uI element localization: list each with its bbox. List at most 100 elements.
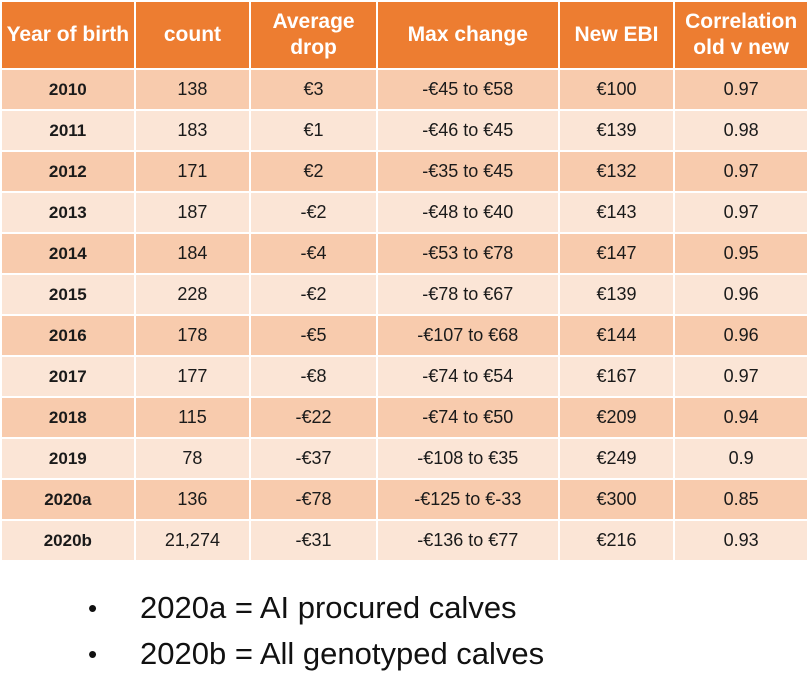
table-row: 2012 171 €2 -€35 to €45 €132 0.97 — [2, 152, 807, 191]
cell-count: 187 — [135, 193, 250, 232]
table-row: 2020a 136 -€78 -€125 to €-33 €300 0.85 — [2, 480, 807, 519]
cell-year: 2011 — [2, 111, 134, 150]
table-header-row: Year of birth count Average drop Max cha… — [2, 2, 807, 68]
cell-new-ebi: €144 — [559, 316, 674, 355]
cell-average-drop: €3 — [251, 70, 376, 109]
cell-correlation: 0.96 — [675, 316, 807, 355]
header-year-of-birth: Year of birth — [2, 2, 134, 68]
ebi-comparison-table: Year of birth count Average drop Max cha… — [2, 2, 807, 560]
header-max-change: Max change — [377, 2, 558, 68]
cell-max-change: -€74 to €50 — [377, 398, 558, 437]
cell-year: 2016 — [2, 316, 134, 355]
table-row: 2017 177 -€8 -€74 to €54 €167 0.97 — [2, 357, 807, 396]
cell-max-change: -€136 to €77 — [377, 521, 558, 560]
cell-count: 138 — [135, 70, 250, 109]
cell-correlation: 0.9 — [675, 439, 807, 478]
cell-max-change: -€74 to €54 — [377, 357, 558, 396]
cell-correlation: 0.93 — [675, 521, 807, 560]
cell-count: 178 — [135, 316, 250, 355]
cell-new-ebi: €209 — [559, 398, 674, 437]
header-new-ebi: New EBI — [559, 2, 674, 68]
cell-count: 21,274 — [135, 521, 250, 560]
table-row: 2016 178 -€5 -€107 to €68 €144 0.96 — [2, 316, 807, 355]
cell-count: 177 — [135, 357, 250, 396]
bullet-icon: • — [88, 593, 98, 623]
cell-correlation: 0.98 — [675, 111, 807, 150]
cell-year: 2014 — [2, 234, 134, 273]
cell-new-ebi: €167 — [559, 357, 674, 396]
cell-average-drop: -€37 — [251, 439, 376, 478]
note-item: • 2020a = AI procured calves — [88, 585, 544, 631]
cell-max-change: -€35 to €45 — [377, 152, 558, 191]
cell-max-change: -€78 to €67 — [377, 275, 558, 314]
cell-average-drop: -€8 — [251, 357, 376, 396]
cell-average-drop: -€22 — [251, 398, 376, 437]
cell-year: 2015 — [2, 275, 134, 314]
cell-average-drop: €1 — [251, 111, 376, 150]
cell-average-drop: -€5 — [251, 316, 376, 355]
cell-average-drop: -€31 — [251, 521, 376, 560]
cell-new-ebi: €300 — [559, 480, 674, 519]
cell-year: 2018 — [2, 398, 134, 437]
table-row: 2019 78 -€37 -€108 to €35 €249 0.9 — [2, 439, 807, 478]
cell-max-change: -€107 to €68 — [377, 316, 558, 355]
cell-new-ebi: €143 — [559, 193, 674, 232]
notes-list: • 2020a = AI procured calves • 2020b = A… — [88, 585, 544, 677]
table-row: 2011 183 €1 -€46 to €45 €139 0.98 — [2, 111, 807, 150]
cell-correlation: 0.96 — [675, 275, 807, 314]
table-row: 2020b 21,274 -€31 -€136 to €77 €216 0.93 — [2, 521, 807, 560]
table-row: 2014 184 -€4 -€53 to €78 €147 0.95 — [2, 234, 807, 273]
cell-new-ebi: €139 — [559, 275, 674, 314]
cell-max-change: -€108 to €35 — [377, 439, 558, 478]
cell-correlation: 0.97 — [675, 357, 807, 396]
cell-year: 2012 — [2, 152, 134, 191]
header-correlation: Correlation old v new — [675, 2, 807, 68]
cell-max-change: -€125 to €-33 — [377, 480, 558, 519]
cell-max-change: -€53 to €78 — [377, 234, 558, 273]
cell-correlation: 0.97 — [675, 193, 807, 232]
note-text: 2020b = All genotyped calves — [140, 636, 545, 671]
header-average-drop: Average drop — [251, 2, 376, 68]
cell-correlation: 0.94 — [675, 398, 807, 437]
cell-year: 2019 — [2, 439, 134, 478]
note-item: • 2020b = All genotyped calves — [88, 631, 544, 677]
table-body: 2010 138 €3 -€45 to €58 €100 0.97 2011 183 €1 -€4… — [2, 70, 807, 560]
table-row: 2015 228 -€2 -€78 to €67 €139 0.96 — [2, 275, 807, 314]
cell-count: 184 — [135, 234, 250, 273]
cell-correlation: 0.97 — [675, 70, 807, 109]
cell-correlation: 0.97 — [675, 152, 807, 191]
cell-average-drop: -€78 — [251, 480, 376, 519]
bullet-icon: • — [88, 639, 98, 669]
cell-new-ebi: €216 — [559, 521, 674, 560]
cell-new-ebi: €100 — [559, 70, 674, 109]
cell-year: 2020a — [2, 480, 134, 519]
cell-count: 171 — [135, 152, 250, 191]
cell-count: 228 — [135, 275, 250, 314]
note-text: 2020a = AI procured calves — [140, 590, 517, 625]
table-row: 2013 187 -€2 -€48 to €40 €143 0.97 — [2, 193, 807, 232]
header-count: count — [135, 2, 250, 68]
cell-year: 2020b — [2, 521, 134, 560]
cell-count: 78 — [135, 439, 250, 478]
cell-new-ebi: €147 — [559, 234, 674, 273]
table-row: 2018 115 -€22 -€74 to €50 €209 0.94 — [2, 398, 807, 437]
table-row: 2010 138 €3 -€45 to €58 €100 0.97 — [2, 70, 807, 109]
cell-count: 115 — [135, 398, 250, 437]
cell-max-change: -€45 to €58 — [377, 70, 558, 109]
cell-year: 2013 — [2, 193, 134, 232]
cell-correlation: 0.85 — [675, 480, 807, 519]
cell-count: 183 — [135, 111, 250, 150]
cell-count: 136 — [135, 480, 250, 519]
cell-max-change: -€46 to €45 — [377, 111, 558, 150]
cell-average-drop: -€2 — [251, 275, 376, 314]
cell-max-change: -€48 to €40 — [377, 193, 558, 232]
cell-new-ebi: €132 — [559, 152, 674, 191]
cell-new-ebi: €249 — [559, 439, 674, 478]
cell-new-ebi: €139 — [559, 111, 674, 150]
cell-year: 2017 — [2, 357, 134, 396]
cell-average-drop: €2 — [251, 152, 376, 191]
cell-average-drop: -€2 — [251, 193, 376, 232]
cell-correlation: 0.95 — [675, 234, 807, 273]
cell-average-drop: -€4 — [251, 234, 376, 273]
